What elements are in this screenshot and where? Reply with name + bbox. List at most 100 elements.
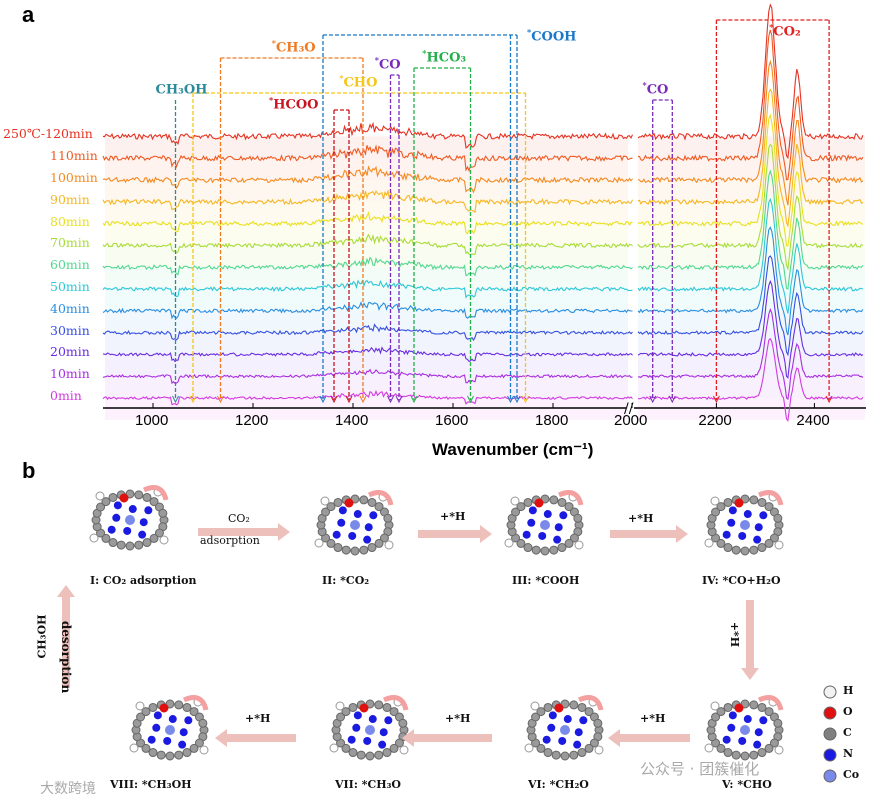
rotation-arrow-icon bbox=[367, 490, 394, 506]
carbon-atom bbox=[593, 718, 603, 728]
band bbox=[105, 201, 628, 224]
carbon-atom bbox=[341, 743, 351, 753]
annotation-text: CO₂ bbox=[773, 24, 801, 40]
band bbox=[638, 267, 865, 289]
arrow-label: +*H bbox=[440, 510, 466, 523]
arrow-label: CH₃OH bbox=[35, 614, 49, 659]
annotation-label: *HCOO bbox=[269, 95, 318, 112]
carbon-atom bbox=[731, 750, 741, 760]
arrow-down-icon bbox=[712, 395, 720, 404]
carbon-atom bbox=[125, 541, 135, 551]
rotation-arrow-icon bbox=[382, 695, 409, 711]
nitrogen-atom bbox=[347, 735, 356, 744]
step-label: VII: *CH₃O bbox=[335, 778, 402, 791]
band bbox=[105, 180, 628, 202]
carbon-atom bbox=[365, 751, 375, 761]
carbon-atom bbox=[531, 712, 541, 722]
arrow-down-icon bbox=[217, 395, 224, 404]
legend-atom-icon bbox=[823, 769, 837, 783]
nitrogen-atom bbox=[332, 530, 341, 539]
band bbox=[105, 267, 628, 289]
legend-label: O bbox=[843, 705, 853, 718]
nitrogen-atom bbox=[753, 535, 762, 544]
cobalt-atom bbox=[365, 725, 375, 735]
oxygen-atom bbox=[734, 498, 744, 508]
carbon-atom bbox=[516, 538, 526, 548]
carbon-atom bbox=[356, 750, 366, 760]
rotation-arrow-icon bbox=[757, 490, 784, 506]
carbon-atom bbox=[723, 748, 733, 758]
rotation-arrow-icon bbox=[557, 490, 584, 506]
annotation-text: CH₃OH bbox=[155, 82, 208, 98]
nitrogen-atom bbox=[563, 715, 572, 724]
carbon-atom bbox=[536, 743, 546, 753]
cobalt-atom bbox=[540, 520, 550, 530]
annotation-text: CO bbox=[646, 82, 669, 98]
spectrum-line bbox=[102, 189, 634, 214]
arrow-down-icon bbox=[513, 395, 521, 404]
nitrogen-atom bbox=[579, 716, 588, 725]
carbon-atom bbox=[367, 497, 377, 507]
spectrum-line bbox=[637, 255, 864, 357]
nitrogen-atom bbox=[738, 736, 747, 745]
legend-label: C bbox=[843, 726, 852, 739]
band bbox=[105, 376, 628, 398]
hydrogen-atom bbox=[95, 491, 105, 501]
band bbox=[105, 223, 628, 246]
carbon-atom bbox=[341, 545, 351, 555]
nitrogen-atom bbox=[153, 711, 162, 720]
carbon-atom bbox=[589, 738, 599, 748]
hydrogen-atom bbox=[594, 745, 604, 755]
band bbox=[638, 136, 865, 159]
carbon-atom bbox=[716, 502, 726, 512]
carbon-atom bbox=[764, 538, 774, 548]
carbon-atom bbox=[383, 513, 393, 523]
nitrogen-atom bbox=[107, 525, 116, 534]
x-axis-label: Wavenumber (cm⁻¹) bbox=[432, 440, 594, 459]
molecule-model bbox=[704, 695, 784, 761]
hydrogen-atom bbox=[335, 701, 345, 711]
band bbox=[638, 310, 865, 333]
carbon-atom bbox=[389, 707, 399, 717]
nitrogen-atom bbox=[538, 531, 547, 540]
carbon-atom bbox=[569, 750, 579, 760]
oxygen-atom bbox=[734, 703, 744, 713]
molecule-model bbox=[524, 695, 604, 761]
carbon-atom bbox=[543, 702, 553, 712]
step-label: I: CO₂ adsorption bbox=[90, 574, 197, 587]
nitrogen-atom bbox=[184, 716, 193, 725]
nitrogen-atom bbox=[168, 715, 177, 724]
nitrogen-atom bbox=[754, 523, 763, 532]
carbon-atom bbox=[182, 702, 192, 712]
oxygen-atom bbox=[554, 703, 564, 713]
hydrogen-atom bbox=[199, 745, 209, 755]
nitrogen-atom bbox=[364, 523, 373, 532]
arrow-label: +*H bbox=[445, 712, 471, 725]
carbon-atom bbox=[134, 540, 144, 550]
carbon-atom bbox=[389, 743, 399, 753]
nitrogen-atom bbox=[147, 735, 156, 744]
hydrogen-atom bbox=[129, 743, 139, 753]
spectrum-line bbox=[102, 211, 633, 235]
carbon-atom bbox=[141, 707, 151, 717]
reaction-arrow bbox=[57, 585, 75, 688]
band bbox=[105, 354, 628, 377]
cobalt-atom bbox=[560, 725, 570, 735]
hydrogen-atom bbox=[89, 533, 99, 543]
annotation-text: CO bbox=[378, 57, 401, 73]
spectrum-line bbox=[102, 368, 633, 385]
carbon-atom bbox=[584, 743, 594, 753]
nitrogen-atom bbox=[759, 511, 768, 520]
nitrogen-atom bbox=[743, 510, 752, 519]
annotation-label: *CO₂ bbox=[769, 22, 801, 39]
arrow-down-icon bbox=[668, 395, 676, 404]
carbon-atom bbox=[174, 750, 184, 760]
reaction-arrow bbox=[198, 523, 290, 541]
nitrogen-atom bbox=[573, 740, 582, 749]
hydrogen-atom bbox=[530, 701, 540, 711]
nitrogen-atom bbox=[363, 535, 372, 544]
spectrum-line bbox=[102, 144, 633, 172]
carbon-atom bbox=[523, 497, 533, 507]
molecule-model bbox=[504, 490, 584, 556]
spectrum-line bbox=[637, 143, 864, 271]
